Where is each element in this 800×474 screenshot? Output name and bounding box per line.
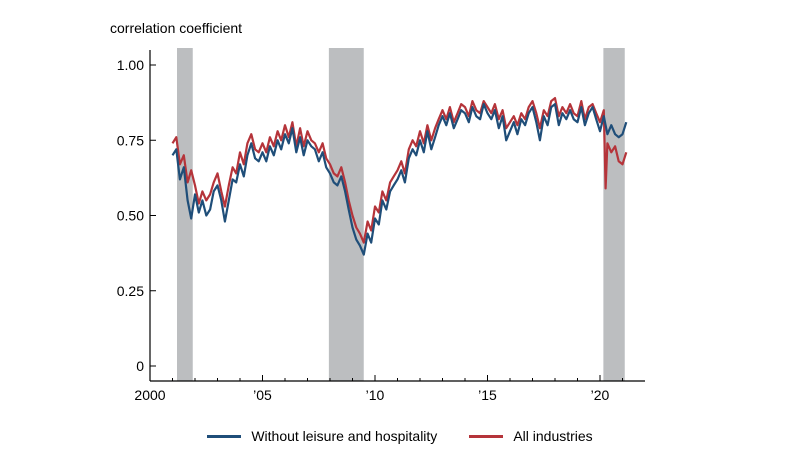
series-lines (171, 97, 628, 256)
legend-label-without-leisure: Without leisure and hospitality (251, 428, 438, 444)
x-tick-label: ’05 (253, 387, 272, 403)
legend-item-without-leisure: Without leisure and hospitality (207, 428, 437, 444)
y-tick-label: 0.50 (117, 208, 144, 224)
y-tick-label: 0.75 (117, 132, 144, 148)
legend-swatch-without-leisure (207, 434, 242, 438)
y-axis-title: correlation coefficient (110, 20, 243, 36)
y-tick-label: 0.25 (117, 283, 144, 299)
axes: 0 0.25 0.50 0.75 1.00 2000 ’05 ’10 ’15 ’20 (117, 50, 645, 403)
legend-swatch-all-industries (469, 434, 504, 438)
legend-label-all-industries: All industries (513, 428, 593, 444)
x-tick-label: ’15 (478, 387, 497, 403)
series-line-all-industries (171, 97, 628, 244)
legend: Without leisure and hospitality All indu… (0, 426, 800, 446)
x-tick-label: ’20 (591, 387, 610, 403)
y-tick-label: 0 (136, 358, 144, 374)
recession-band-3 (603, 48, 625, 381)
series-line-without-leisure (171, 103, 628, 256)
legend-item-all-industries: All industries (469, 428, 593, 444)
y-tick-label: 1.00 (117, 57, 144, 73)
recession-shading (177, 48, 625, 381)
recession-band-1 (177, 48, 193, 381)
recession-band-2 (328, 48, 364, 381)
x-tick-label: ’10 (366, 387, 385, 403)
x-tick-label: 2000 (134, 387, 165, 403)
